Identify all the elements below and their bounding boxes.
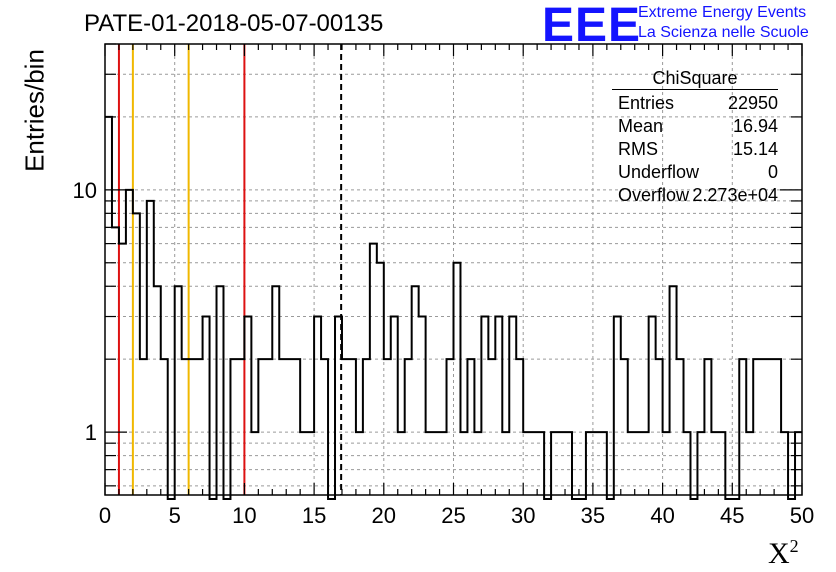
eee-logo: EEE	[542, 0, 642, 52]
stats-row: Underflow 0	[612, 161, 778, 184]
vertical-marker-lines	[117, 44, 343, 495]
stats-title: ChiSquare	[612, 68, 778, 90]
stats-row: RMS 15.14	[612, 138, 778, 161]
org-subtitle: La Scienza nelle Scuole	[638, 24, 809, 41]
x-tick-label: 50	[790, 503, 814, 528]
chart-title: PATE-01-2018-05-07-00135	[84, 10, 384, 37]
x-tick-label: 30	[511, 503, 535, 528]
stats-label: Underflow	[618, 162, 700, 182]
x-tick-label: 0	[99, 503, 111, 528]
stats-box: ChiSquare Entries 22950 Mean 16.94 RMS 1…	[612, 68, 778, 207]
x-tick-label: 20	[372, 503, 396, 528]
x-axis-label: X2	[768, 536, 799, 570]
stats-value: 22950	[727, 93, 778, 113]
stats-value: 16.94	[732, 116, 778, 136]
stats-row: Entries 22950	[612, 92, 778, 115]
x-tick-label: 25	[441, 503, 465, 528]
stats-label: Entries	[618, 93, 675, 113]
stats-value: 15.14	[732, 139, 778, 159]
stats-label: Overflow	[618, 185, 690, 205]
stats-row: Overflow 2.273e+04	[612, 184, 778, 207]
org-name: Extreme Energy Events	[638, 4, 807, 21]
y-axis-label: Entries/bin	[19, 49, 50, 172]
stats-label: RMS	[618, 139, 658, 159]
stats-row: Mean 16.94	[612, 115, 778, 138]
x-tick-label: 10	[232, 503, 256, 528]
stats-label: Mean	[618, 116, 664, 136]
y-tick-label: 10	[73, 178, 97, 203]
x-tick-label: 35	[581, 503, 605, 528]
y-tick-label: 1	[85, 420, 97, 445]
tick-labels: 0 5 10 15 20 25 30 35 40 45 50 1 10	[73, 178, 815, 528]
stats-value: 2.273e+04	[692, 185, 778, 205]
x-tick-label: 40	[650, 503, 674, 528]
histogram-step-line	[105, 115, 802, 500]
x-tick-label: 5	[169, 503, 181, 528]
x-tick-label: 45	[720, 503, 744, 528]
axis-ticks	[104, 43, 803, 495]
stats-value: 0	[767, 162, 778, 182]
x-tick-label: 15	[302, 503, 326, 528]
